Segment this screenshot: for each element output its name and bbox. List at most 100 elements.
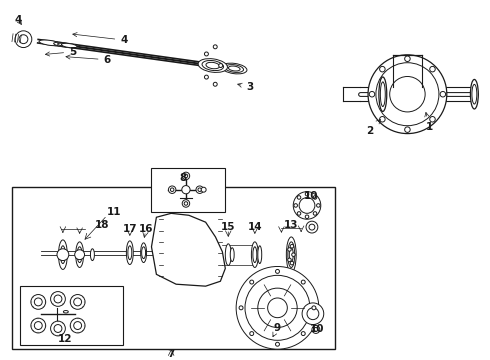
Circle shape [245, 275, 310, 340]
Text: 13: 13 [284, 220, 298, 230]
Text: 15: 15 [221, 222, 236, 232]
Ellipse shape [289, 248, 293, 262]
Circle shape [368, 55, 447, 134]
Bar [151, 168, 225, 212]
Circle shape [275, 342, 279, 346]
Text: 12: 12 [58, 334, 72, 344]
Ellipse shape [379, 77, 387, 112]
Circle shape [312, 306, 316, 310]
Ellipse shape [58, 240, 67, 269]
Circle shape [70, 294, 85, 309]
Ellipse shape [288, 242, 294, 267]
Circle shape [405, 127, 410, 132]
Circle shape [74, 298, 82, 306]
Ellipse shape [141, 243, 147, 262]
Text: 7: 7 [168, 349, 175, 359]
Circle shape [213, 45, 217, 49]
Text: 4: 4 [15, 15, 22, 26]
Circle shape [250, 332, 254, 336]
Circle shape [301, 332, 305, 336]
Ellipse shape [286, 237, 296, 273]
Bar [12, 187, 335, 349]
Text: 2: 2 [367, 120, 380, 136]
Circle shape [299, 198, 315, 213]
Circle shape [54, 325, 62, 332]
Circle shape [376, 63, 439, 126]
Ellipse shape [202, 60, 223, 71]
Circle shape [50, 292, 65, 306]
Ellipse shape [380, 82, 385, 107]
Ellipse shape [258, 246, 262, 264]
Circle shape [306, 221, 318, 233]
Text: 1: 1 [425, 112, 433, 132]
Ellipse shape [206, 62, 220, 69]
Circle shape [268, 298, 287, 318]
Text: 18: 18 [95, 220, 109, 230]
Circle shape [390, 76, 425, 112]
Text: 17: 17 [122, 224, 137, 234]
Circle shape [19, 35, 28, 44]
Text: 3: 3 [238, 82, 253, 92]
Circle shape [380, 117, 385, 122]
Circle shape [258, 288, 297, 328]
Circle shape [380, 66, 385, 72]
Circle shape [171, 188, 174, 192]
Polygon shape [151, 213, 225, 286]
Ellipse shape [253, 247, 257, 262]
Circle shape [297, 212, 301, 215]
Circle shape [70, 318, 85, 333]
Ellipse shape [91, 249, 95, 261]
Circle shape [440, 91, 445, 97]
Text: 4: 4 [73, 32, 127, 45]
Circle shape [301, 280, 305, 284]
Circle shape [307, 308, 319, 320]
Ellipse shape [54, 42, 71, 47]
Circle shape [313, 196, 317, 199]
Circle shape [297, 196, 301, 199]
Text: 8: 8 [179, 173, 187, 183]
Circle shape [312, 325, 320, 333]
Circle shape [294, 204, 297, 207]
Circle shape [317, 204, 320, 207]
Ellipse shape [128, 246, 132, 260]
Circle shape [196, 186, 203, 193]
Bar [20, 286, 123, 345]
Ellipse shape [75, 242, 84, 267]
Circle shape [250, 280, 254, 284]
Circle shape [290, 261, 294, 265]
Circle shape [290, 244, 294, 248]
Circle shape [204, 75, 208, 79]
Circle shape [219, 64, 222, 68]
Circle shape [309, 224, 315, 230]
Ellipse shape [57, 43, 67, 46]
Circle shape [302, 303, 324, 325]
Ellipse shape [77, 247, 82, 262]
Ellipse shape [61, 43, 77, 48]
Circle shape [275, 269, 279, 273]
Circle shape [201, 187, 206, 192]
Text: 16: 16 [138, 224, 153, 234]
Text: 9: 9 [273, 323, 281, 337]
Circle shape [288, 258, 291, 262]
Circle shape [50, 321, 65, 336]
Text: 5: 5 [46, 47, 76, 57]
Text: 10: 10 [304, 190, 318, 201]
Circle shape [204, 52, 208, 56]
Circle shape [236, 266, 319, 349]
Circle shape [31, 318, 46, 333]
Circle shape [288, 248, 291, 251]
Circle shape [169, 186, 176, 193]
Ellipse shape [39, 40, 60, 46]
Circle shape [184, 174, 188, 178]
Ellipse shape [228, 66, 240, 71]
Ellipse shape [221, 63, 247, 74]
Circle shape [54, 295, 62, 303]
Circle shape [369, 91, 375, 97]
Circle shape [34, 321, 42, 329]
Ellipse shape [472, 84, 477, 104]
Text: 6: 6 [66, 55, 111, 65]
Ellipse shape [126, 241, 133, 265]
Circle shape [313, 212, 317, 215]
Circle shape [198, 188, 201, 192]
Circle shape [239, 306, 243, 310]
